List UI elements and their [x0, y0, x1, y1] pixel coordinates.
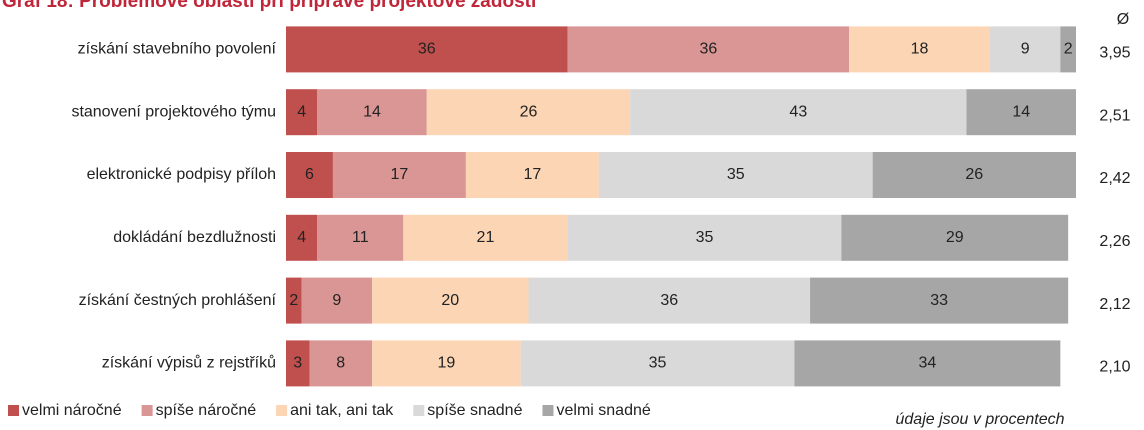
data-label: 2: [289, 292, 298, 309]
bar-segment: [286, 277, 302, 324]
bar-segment: [372, 340, 521, 387]
data-label: 9: [332, 292, 341, 309]
bar-segment: [528, 277, 811, 324]
data-label: 8: [336, 355, 345, 372]
bar-segment: [841, 214, 1069, 261]
y-tick-label: elektronické podpisy příloh: [87, 166, 276, 183]
average-label: 2,42: [1099, 170, 1130, 187]
legend-label: velmi náročné: [22, 402, 122, 419]
data-label: 4: [297, 229, 306, 246]
average-header: Ø: [1117, 11, 1129, 28]
data-label: 36: [418, 41, 436, 58]
y-tick-label: získání výpisů z rejstříků: [102, 354, 276, 372]
data-label: 2: [1064, 41, 1073, 58]
average-label: 2,12: [1099, 296, 1130, 313]
data-label: 26: [965, 166, 983, 183]
data-label: 17: [391, 166, 409, 183]
data-label: 35: [696, 229, 714, 246]
bar-segment: [286, 214, 318, 261]
average-label: 3,95: [1099, 45, 1130, 62]
bar-segment: [966, 89, 1076, 136]
legend-label: velmi snadné: [556, 402, 650, 419]
data-label: 36: [699, 41, 717, 58]
legend-label: ani tak, ani tak: [290, 402, 394, 419]
bar-segment: [465, 152, 599, 198]
data-label: 14: [1012, 103, 1030, 120]
bar-segment: [317, 214, 404, 261]
data-label: 4: [297, 103, 306, 120]
data-label: 34: [918, 355, 936, 372]
data-label: 20: [441, 292, 459, 309]
bar-segment: [403, 214, 568, 261]
y-tick-label: získání čestných prohlášení: [79, 292, 277, 309]
data-label: 3: [293, 355, 302, 372]
data-label: 6: [305, 166, 314, 183]
bar-segment: [794, 340, 1061, 387]
bar-segment: [520, 340, 795, 387]
data-label: 17: [523, 166, 541, 183]
data-label: 21: [477, 229, 495, 246]
bar-segment: [372, 277, 529, 324]
data-label: 11: [352, 229, 369, 246]
bar-segment: [598, 152, 873, 198]
legend-swatch: [413, 405, 425, 416]
legend-swatch: [542, 405, 554, 416]
average-label: 2,26: [1099, 233, 1130, 250]
data-label: 35: [727, 166, 745, 183]
bar-segment: [286, 89, 318, 136]
bar-segment: [1060, 26, 1076, 73]
data-label: 14: [363, 103, 381, 120]
data-label: 29: [946, 229, 964, 246]
bar-segment: [286, 340, 310, 387]
data-label: 33: [930, 292, 948, 309]
data-label: 18: [911, 41, 929, 58]
bar-segment: [286, 26, 568, 73]
bar-segment: [317, 89, 427, 136]
data-label: 26: [520, 103, 538, 120]
data-label: 43: [789, 103, 807, 120]
bar-segment: [849, 26, 990, 73]
legend-swatch: [8, 405, 19, 416]
legend-swatch: [276, 405, 288, 416]
chart-title: Graf 18: Problémové oblasti při přípravě…: [2, 0, 536, 12]
data-label: 35: [649, 355, 667, 372]
data-label: 36: [660, 292, 678, 309]
bar-segment: [332, 152, 466, 198]
bar-segment: [301, 277, 373, 324]
bar-segment: [810, 277, 1069, 324]
bar-segment: [567, 26, 850, 73]
bar-segment: [872, 152, 1076, 198]
note: údaje jsou v procentech: [896, 411, 1065, 428]
bar-segment: [309, 340, 373, 387]
y-tick-label: získání stavebního povolení: [78, 41, 277, 58]
bar-segment: [630, 89, 967, 136]
y-tick-label: dokládání bezdlužnosti: [113, 229, 276, 246]
legend-label: spíše snadné: [427, 402, 522, 419]
average-label: 2,51: [1099, 107, 1130, 124]
y-tick-label: stanovení projektového týmu: [71, 103, 276, 120]
bar-segment: [426, 89, 631, 136]
bar-segment: [286, 152, 333, 198]
bar-segment: [989, 26, 1061, 73]
bar-segment: [567, 214, 842, 261]
legend-label: spíše náročné: [156, 402, 257, 419]
data-label: 9: [1021, 41, 1030, 58]
data-label: 19: [437, 355, 455, 372]
average-label: 2,10: [1099, 359, 1130, 376]
legend-swatch: [141, 405, 153, 416]
